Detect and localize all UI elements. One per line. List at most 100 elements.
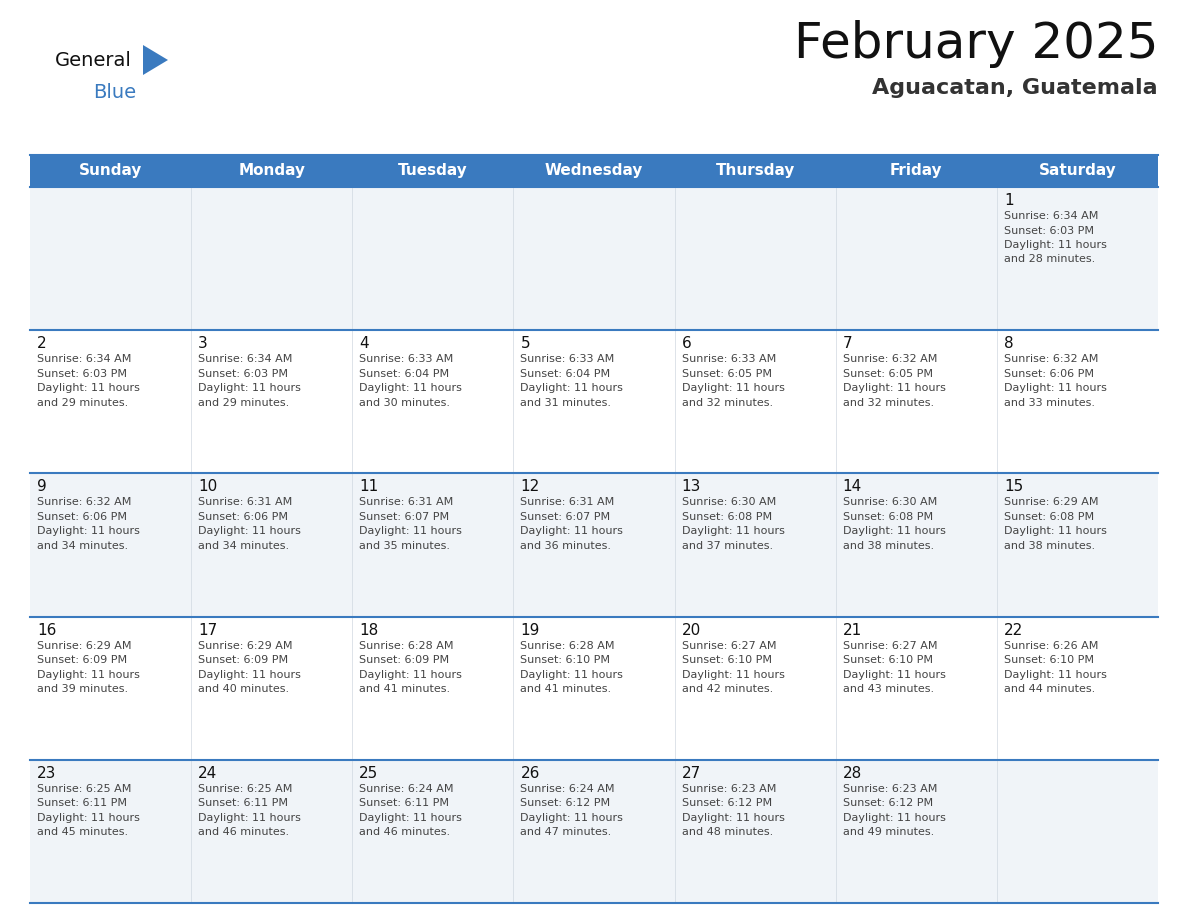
Text: Sunrise: 6:28 AM: Sunrise: 6:28 AM: [520, 641, 615, 651]
Text: Daylight: 11 hours: Daylight: 11 hours: [842, 526, 946, 536]
Text: 6: 6: [682, 336, 691, 352]
Text: Daylight: 11 hours: Daylight: 11 hours: [37, 526, 140, 536]
Text: Daylight: 11 hours: Daylight: 11 hours: [1004, 383, 1107, 393]
Text: 17: 17: [198, 622, 217, 638]
Text: Sunrise: 6:33 AM: Sunrise: 6:33 AM: [682, 354, 776, 364]
Text: Thursday: Thursday: [715, 163, 795, 178]
Text: Sunrise: 6:29 AM: Sunrise: 6:29 AM: [37, 641, 132, 651]
Text: and 39 minutes.: and 39 minutes.: [37, 684, 128, 694]
Text: 27: 27: [682, 766, 701, 781]
Polygon shape: [143, 45, 168, 75]
Bar: [30, 760, 1158, 903]
Bar: [30, 330, 1158, 474]
Text: Sunset: 6:10 PM: Sunset: 6:10 PM: [682, 655, 771, 666]
Text: Daylight: 11 hours: Daylight: 11 hours: [520, 669, 624, 679]
Text: Sunrise: 6:30 AM: Sunrise: 6:30 AM: [682, 498, 776, 508]
Text: and 29 minutes.: and 29 minutes.: [37, 397, 128, 408]
Text: Sunrise: 6:33 AM: Sunrise: 6:33 AM: [359, 354, 454, 364]
Text: Sunset: 6:05 PM: Sunset: 6:05 PM: [682, 369, 771, 379]
Text: and 32 minutes.: and 32 minutes.: [682, 397, 772, 408]
Text: Sunset: 6:06 PM: Sunset: 6:06 PM: [37, 512, 127, 522]
Text: Sunset: 6:07 PM: Sunset: 6:07 PM: [520, 512, 611, 522]
Text: Sunrise: 6:31 AM: Sunrise: 6:31 AM: [520, 498, 614, 508]
Text: and 44 minutes.: and 44 minutes.: [1004, 684, 1095, 694]
Text: 22: 22: [1004, 622, 1023, 638]
Text: Sunset: 6:11 PM: Sunset: 6:11 PM: [359, 799, 449, 809]
Text: and 37 minutes.: and 37 minutes.: [682, 541, 772, 551]
Text: 3: 3: [198, 336, 208, 352]
Text: and 36 minutes.: and 36 minutes.: [520, 541, 612, 551]
Text: Daylight: 11 hours: Daylight: 11 hours: [198, 812, 301, 823]
Text: and 35 minutes.: and 35 minutes.: [359, 541, 450, 551]
Text: 16: 16: [37, 622, 56, 638]
Text: 25: 25: [359, 766, 379, 781]
Text: Sunrise: 6:32 AM: Sunrise: 6:32 AM: [842, 354, 937, 364]
Text: Sunset: 6:08 PM: Sunset: 6:08 PM: [842, 512, 933, 522]
Text: 13: 13: [682, 479, 701, 495]
Text: Sunrise: 6:29 AM: Sunrise: 6:29 AM: [198, 641, 292, 651]
Bar: [30, 474, 1158, 617]
Text: Daylight: 11 hours: Daylight: 11 hours: [359, 383, 462, 393]
Text: Sunrise: 6:24 AM: Sunrise: 6:24 AM: [520, 784, 615, 794]
Text: Sunset: 6:05 PM: Sunset: 6:05 PM: [842, 369, 933, 379]
Text: 5: 5: [520, 336, 530, 352]
Text: Daylight: 11 hours: Daylight: 11 hours: [842, 669, 946, 679]
Text: 7: 7: [842, 336, 852, 352]
Text: Sunset: 6:09 PM: Sunset: 6:09 PM: [359, 655, 449, 666]
Text: February 2025: February 2025: [794, 20, 1158, 68]
Text: 24: 24: [198, 766, 217, 781]
Text: Sunrise: 6:32 AM: Sunrise: 6:32 AM: [37, 498, 132, 508]
Text: General: General: [55, 50, 132, 70]
Text: Monday: Monday: [239, 163, 305, 178]
Text: Daylight: 11 hours: Daylight: 11 hours: [37, 669, 140, 679]
Text: 28: 28: [842, 766, 862, 781]
Text: and 41 minutes.: and 41 minutes.: [359, 684, 450, 694]
Text: Daylight: 11 hours: Daylight: 11 hours: [37, 812, 140, 823]
Text: Sunrise: 6:29 AM: Sunrise: 6:29 AM: [1004, 498, 1099, 508]
Text: Sunrise: 6:27 AM: Sunrise: 6:27 AM: [682, 641, 776, 651]
Text: and 46 minutes.: and 46 minutes.: [198, 827, 289, 837]
Text: Sunset: 6:10 PM: Sunset: 6:10 PM: [520, 655, 611, 666]
Text: and 41 minutes.: and 41 minutes.: [520, 684, 612, 694]
Text: Sunrise: 6:34 AM: Sunrise: 6:34 AM: [198, 354, 292, 364]
Text: and 29 minutes.: and 29 minutes.: [198, 397, 290, 408]
Text: Sunset: 6:04 PM: Sunset: 6:04 PM: [520, 369, 611, 379]
Text: 20: 20: [682, 622, 701, 638]
Text: Daylight: 11 hours: Daylight: 11 hours: [682, 812, 784, 823]
Text: Aguacatan, Guatemala: Aguacatan, Guatemala: [872, 78, 1158, 98]
Text: Sunset: 6:09 PM: Sunset: 6:09 PM: [37, 655, 127, 666]
Text: and 34 minutes.: and 34 minutes.: [198, 541, 289, 551]
Text: and 30 minutes.: and 30 minutes.: [359, 397, 450, 408]
Text: Tuesday: Tuesday: [398, 163, 468, 178]
Text: Sunset: 6:03 PM: Sunset: 6:03 PM: [1004, 226, 1094, 236]
Text: and 48 minutes.: and 48 minutes.: [682, 827, 773, 837]
Text: and 28 minutes.: and 28 minutes.: [1004, 254, 1095, 264]
Text: Sunrise: 6:23 AM: Sunrise: 6:23 AM: [842, 784, 937, 794]
Text: Sunset: 6:06 PM: Sunset: 6:06 PM: [1004, 369, 1094, 379]
Text: Daylight: 11 hours: Daylight: 11 hours: [520, 383, 624, 393]
Text: Sunrise: 6:34 AM: Sunrise: 6:34 AM: [37, 354, 132, 364]
Text: Sunrise: 6:24 AM: Sunrise: 6:24 AM: [359, 784, 454, 794]
Text: and 38 minutes.: and 38 minutes.: [1004, 541, 1095, 551]
Text: Daylight: 11 hours: Daylight: 11 hours: [359, 812, 462, 823]
Text: Daylight: 11 hours: Daylight: 11 hours: [359, 526, 462, 536]
Text: and 43 minutes.: and 43 minutes.: [842, 684, 934, 694]
Text: Sunset: 6:03 PM: Sunset: 6:03 PM: [198, 369, 289, 379]
Text: and 42 minutes.: and 42 minutes.: [682, 684, 773, 694]
Text: Friday: Friday: [890, 163, 942, 178]
Text: Wednesday: Wednesday: [545, 163, 643, 178]
Text: and 47 minutes.: and 47 minutes.: [520, 827, 612, 837]
Text: Daylight: 11 hours: Daylight: 11 hours: [359, 669, 462, 679]
Text: 2: 2: [37, 336, 46, 352]
Text: and 40 minutes.: and 40 minutes.: [198, 684, 289, 694]
Text: 4: 4: [359, 336, 369, 352]
Text: Daylight: 11 hours: Daylight: 11 hours: [842, 812, 946, 823]
Text: Sunrise: 6:25 AM: Sunrise: 6:25 AM: [37, 784, 132, 794]
Text: Daylight: 11 hours: Daylight: 11 hours: [37, 383, 140, 393]
Text: Sunset: 6:12 PM: Sunset: 6:12 PM: [520, 799, 611, 809]
Text: 14: 14: [842, 479, 862, 495]
Bar: [30, 617, 1158, 760]
Text: Sunrise: 6:26 AM: Sunrise: 6:26 AM: [1004, 641, 1098, 651]
Text: Sunset: 6:10 PM: Sunset: 6:10 PM: [842, 655, 933, 666]
Text: Sunset: 6:07 PM: Sunset: 6:07 PM: [359, 512, 449, 522]
